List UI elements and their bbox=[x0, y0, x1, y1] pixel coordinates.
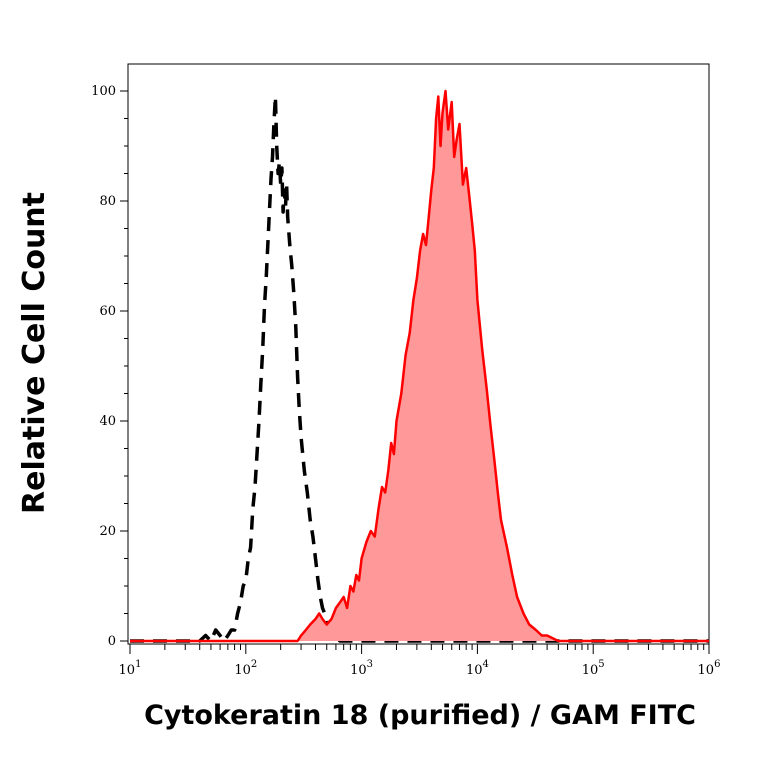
x-tick-label: 105 bbox=[582, 659, 605, 678]
series-line-1 bbox=[130, 89, 709, 643]
series-area-1 bbox=[130, 91, 709, 641]
y-axis-title: Relative Cell Count bbox=[17, 192, 52, 514]
y-tick-label: 20 bbox=[99, 524, 116, 539]
x-tick-label: 103 bbox=[350, 659, 373, 678]
x-tick-label: 106 bbox=[698, 659, 721, 678]
y-axis: 0 20 40 60 80 100 bbox=[91, 84, 128, 649]
x-tick-label: 101 bbox=[119, 659, 142, 678]
x-axis-title: Cytokeratin 18 (purified) / GAM FITC bbox=[144, 700, 696, 731]
y-tick-label: 100 bbox=[91, 84, 116, 99]
y-tick-label: 40 bbox=[99, 414, 116, 429]
plot-frame bbox=[127, 63, 710, 645]
x-axis: 101 102 103 104 105 106 bbox=[119, 644, 721, 678]
series-layer bbox=[130, 89, 709, 643]
y-tick-label: 0 bbox=[108, 634, 116, 649]
x-tick-label: 102 bbox=[234, 659, 257, 678]
y-tick-label: 80 bbox=[99, 194, 116, 209]
y-tick-label: 60 bbox=[99, 304, 116, 319]
x-tick-label: 104 bbox=[466, 659, 489, 678]
series-line-0 bbox=[130, 94, 709, 643]
